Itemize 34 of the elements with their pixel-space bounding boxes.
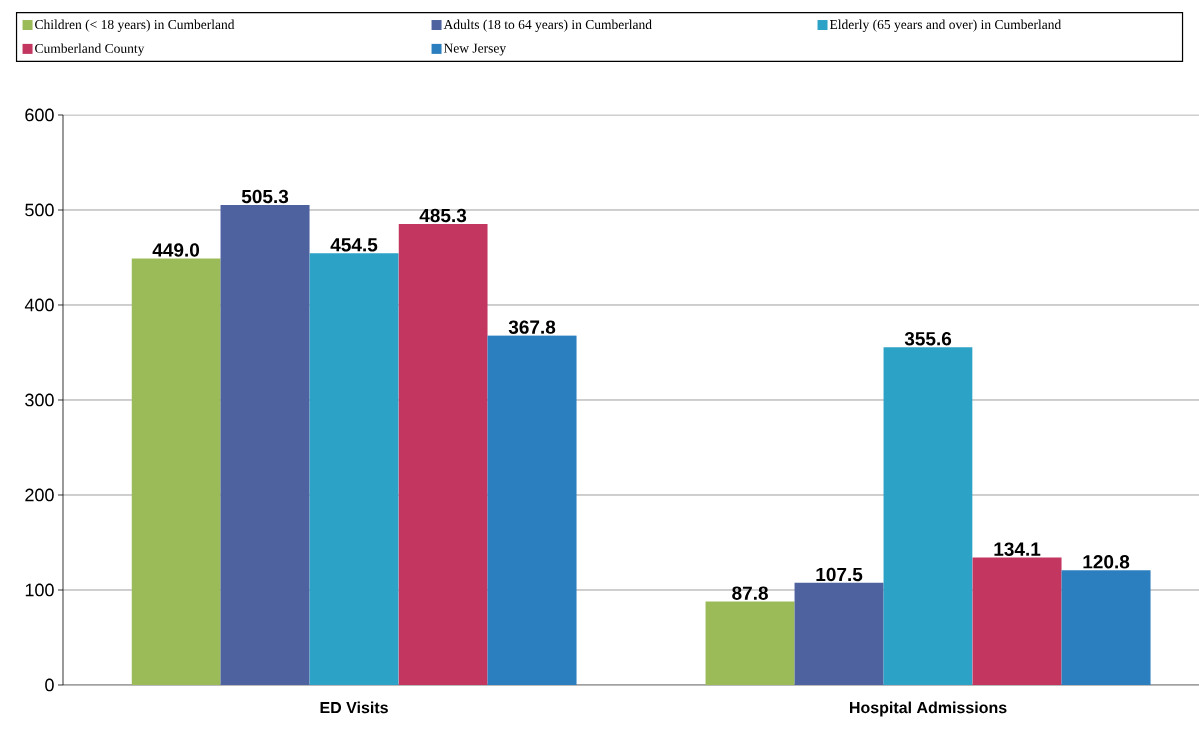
y-tick-label: 0 [45, 678, 54, 692]
bar [972, 557, 1062, 685]
bar [309, 253, 399, 685]
legend-label: Adults (18 to 64 years) in Cumberland [443, 19, 652, 32]
data-label: 355.6 [904, 331, 952, 346]
y-tick-label: 600 [25, 108, 54, 122]
data-label: 367.8 [508, 320, 556, 334]
bar [1061, 570, 1151, 685]
bar [398, 223, 488, 685]
bar [220, 204, 310, 685]
bar [705, 601, 795, 685]
bar [487, 335, 577, 685]
bar [131, 258, 221, 685]
x-tick-label: Hospital Admissions [850, 701, 1007, 717]
legend-label: Elderly (65 years and over) in Cumberland [829, 19, 1062, 32]
data-label: 107.5 [816, 567, 863, 582]
bar [883, 347, 973, 685]
legend-label: Children (< 18 years) in Cumberland [35, 19, 235, 32]
data-label: 505.3 [241, 189, 289, 204]
data-label: 87.8 [732, 586, 768, 600]
data-label: 134.1 [994, 542, 1041, 556]
data-label: 449.0 [152, 243, 200, 257]
y-tick-label: 300 [25, 393, 54, 407]
y-tick-label: 200 [25, 488, 54, 502]
data-label: 120.8 [1083, 555, 1130, 569]
data-label: 454.5 [330, 238, 378, 252]
y-tick-label: 500 [25, 203, 54, 217]
y-tick-label: 400 [24, 298, 54, 312]
data-label: 485.3 [419, 208, 467, 223]
x-tick-label: ED Visits [320, 701, 388, 714]
legend-label: Cumberland County [35, 43, 145, 56]
bar [794, 582, 884, 685]
legend-label: New Jersey [443, 43, 507, 56]
y-tick-label: 100 [25, 583, 54, 597]
